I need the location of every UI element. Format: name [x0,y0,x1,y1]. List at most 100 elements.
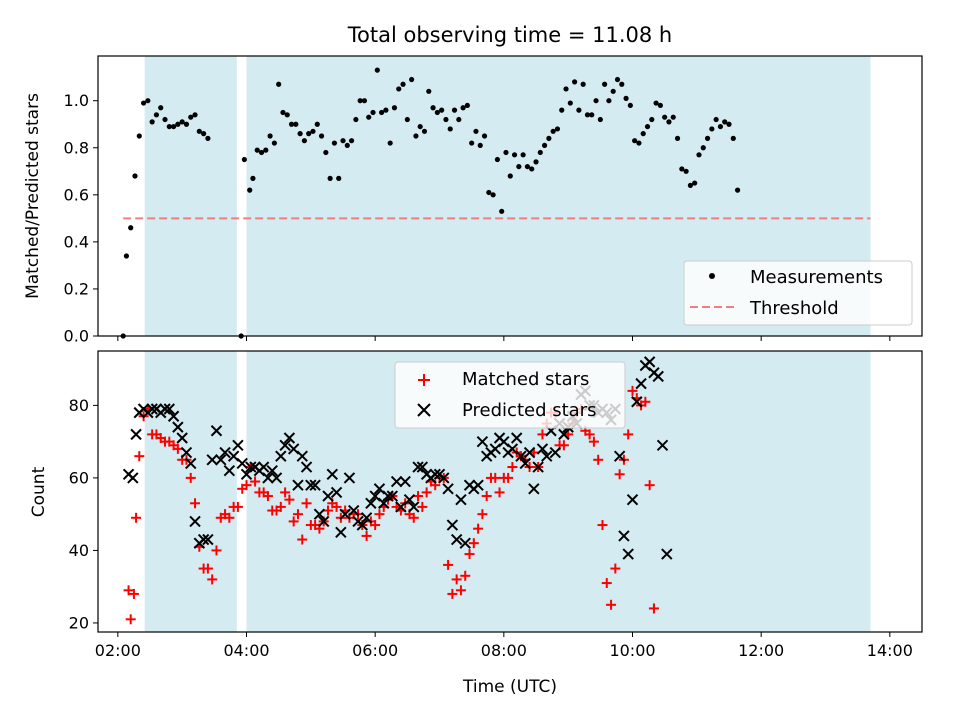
measurement-point [653,100,659,106]
measurement-point [456,116,462,123]
measurement-point [572,79,578,85]
predicted-point [416,461,429,473]
matched-point [593,454,604,465]
measurement-point [589,112,595,118]
measurement-point [636,140,642,146]
predicted-point [317,515,330,528]
x-axis-label: Time (UTC) [462,677,557,697]
matched-point [455,585,466,596]
predicted-point [635,377,647,390]
measurement-point [421,128,428,134]
measurement-point [623,95,629,101]
measurement-point [374,67,380,73]
measurement-point [288,121,295,127]
matched-point [374,509,385,520]
predicted-point [450,533,463,546]
measurement-point [170,123,177,130]
matched-point [370,520,381,531]
measurement-point [276,81,282,87]
legend-predicted-label: Predicted stars [462,400,596,421]
measurement-point [409,76,415,83]
bottom-panel: 20 40 60 80 02:00 04:00 06:00 08:00 10:00 12:00 1… [29,350,923,660]
measurement-point [640,131,646,137]
measurement-point [554,126,561,132]
measurement-point [722,119,728,125]
xtick-label: 06:00 [352,641,398,660]
predicted-point [360,512,373,524]
predicted-point [300,461,313,473]
matched-point [280,487,291,498]
predicted-point [180,446,193,459]
matched-point [232,501,243,512]
measurement-point [524,163,531,170]
bottom-ytick-label: 20 [69,613,89,632]
measurement-point [188,114,194,120]
predicted-point [442,483,454,495]
matched-point [623,429,634,440]
predicted-point [558,428,570,441]
predicted-point [313,508,326,520]
measurement-point [247,187,253,193]
measurement-point [387,140,393,146]
matched-point [640,396,651,407]
measurement-point [666,119,672,125]
measurement-point [149,119,155,125]
predicted-point [330,486,343,499]
measurement-point [205,135,211,141]
matched-point [172,443,183,454]
measurement-point [293,121,299,127]
measurement-point [460,105,466,111]
predicted-point [403,493,416,506]
predicted-point [257,461,270,473]
predicted-point [163,403,176,415]
matched-point [421,487,432,498]
top-panel: 0.0 0.2 0.4 0.6 0.8 1.0 Matched/Predicted sta… [23,55,923,346]
predicted-point [292,479,304,491]
measurement-point [464,102,470,109]
xtick-label: 04:00 [223,641,269,660]
measurement-point [687,182,694,189]
measurement-point [383,107,389,113]
matched-point [128,588,139,599]
bottom-legend: Matched stars Predicted stars [394,361,626,429]
predicted-point [223,464,236,477]
measurement-point [451,107,458,113]
matched-point [125,614,136,625]
measurement-point [593,98,599,104]
top-shade-0 [144,56,237,336]
matched-point [408,512,419,523]
matched-point [134,451,145,462]
measurement-point [559,107,565,113]
matched-point [460,570,471,581]
measurement-point [318,133,325,139]
predicted-point [532,461,544,473]
measurement-point [541,142,548,149]
matched-point [601,578,612,589]
measurement-point [400,81,406,87]
measurement-point [196,128,202,134]
xtick-label: 02:00 [95,641,141,660]
measurement-point [366,114,372,120]
predicted-point [472,479,484,491]
predicted-point [656,439,669,451]
predicted-point [386,490,399,502]
measurement-point [696,152,702,158]
predicted-point [643,356,656,368]
measurement-point [162,116,168,123]
measurement-point [391,105,398,111]
measurement-point [201,131,207,137]
predicted-point [245,461,257,473]
measurement-point [132,173,138,179]
measurement-point [734,187,741,193]
matched-point [477,509,488,520]
measurement-point [537,149,543,156]
measurement-point [361,98,368,104]
matched-point [190,498,201,509]
measurement-point [726,121,732,127]
measurement-point [314,121,320,127]
measurement-point [507,173,513,179]
bottom-ylabel: Count [29,466,49,517]
measurement-point [563,86,569,92]
predicted-point [459,537,471,549]
predicted-point [275,450,287,462]
